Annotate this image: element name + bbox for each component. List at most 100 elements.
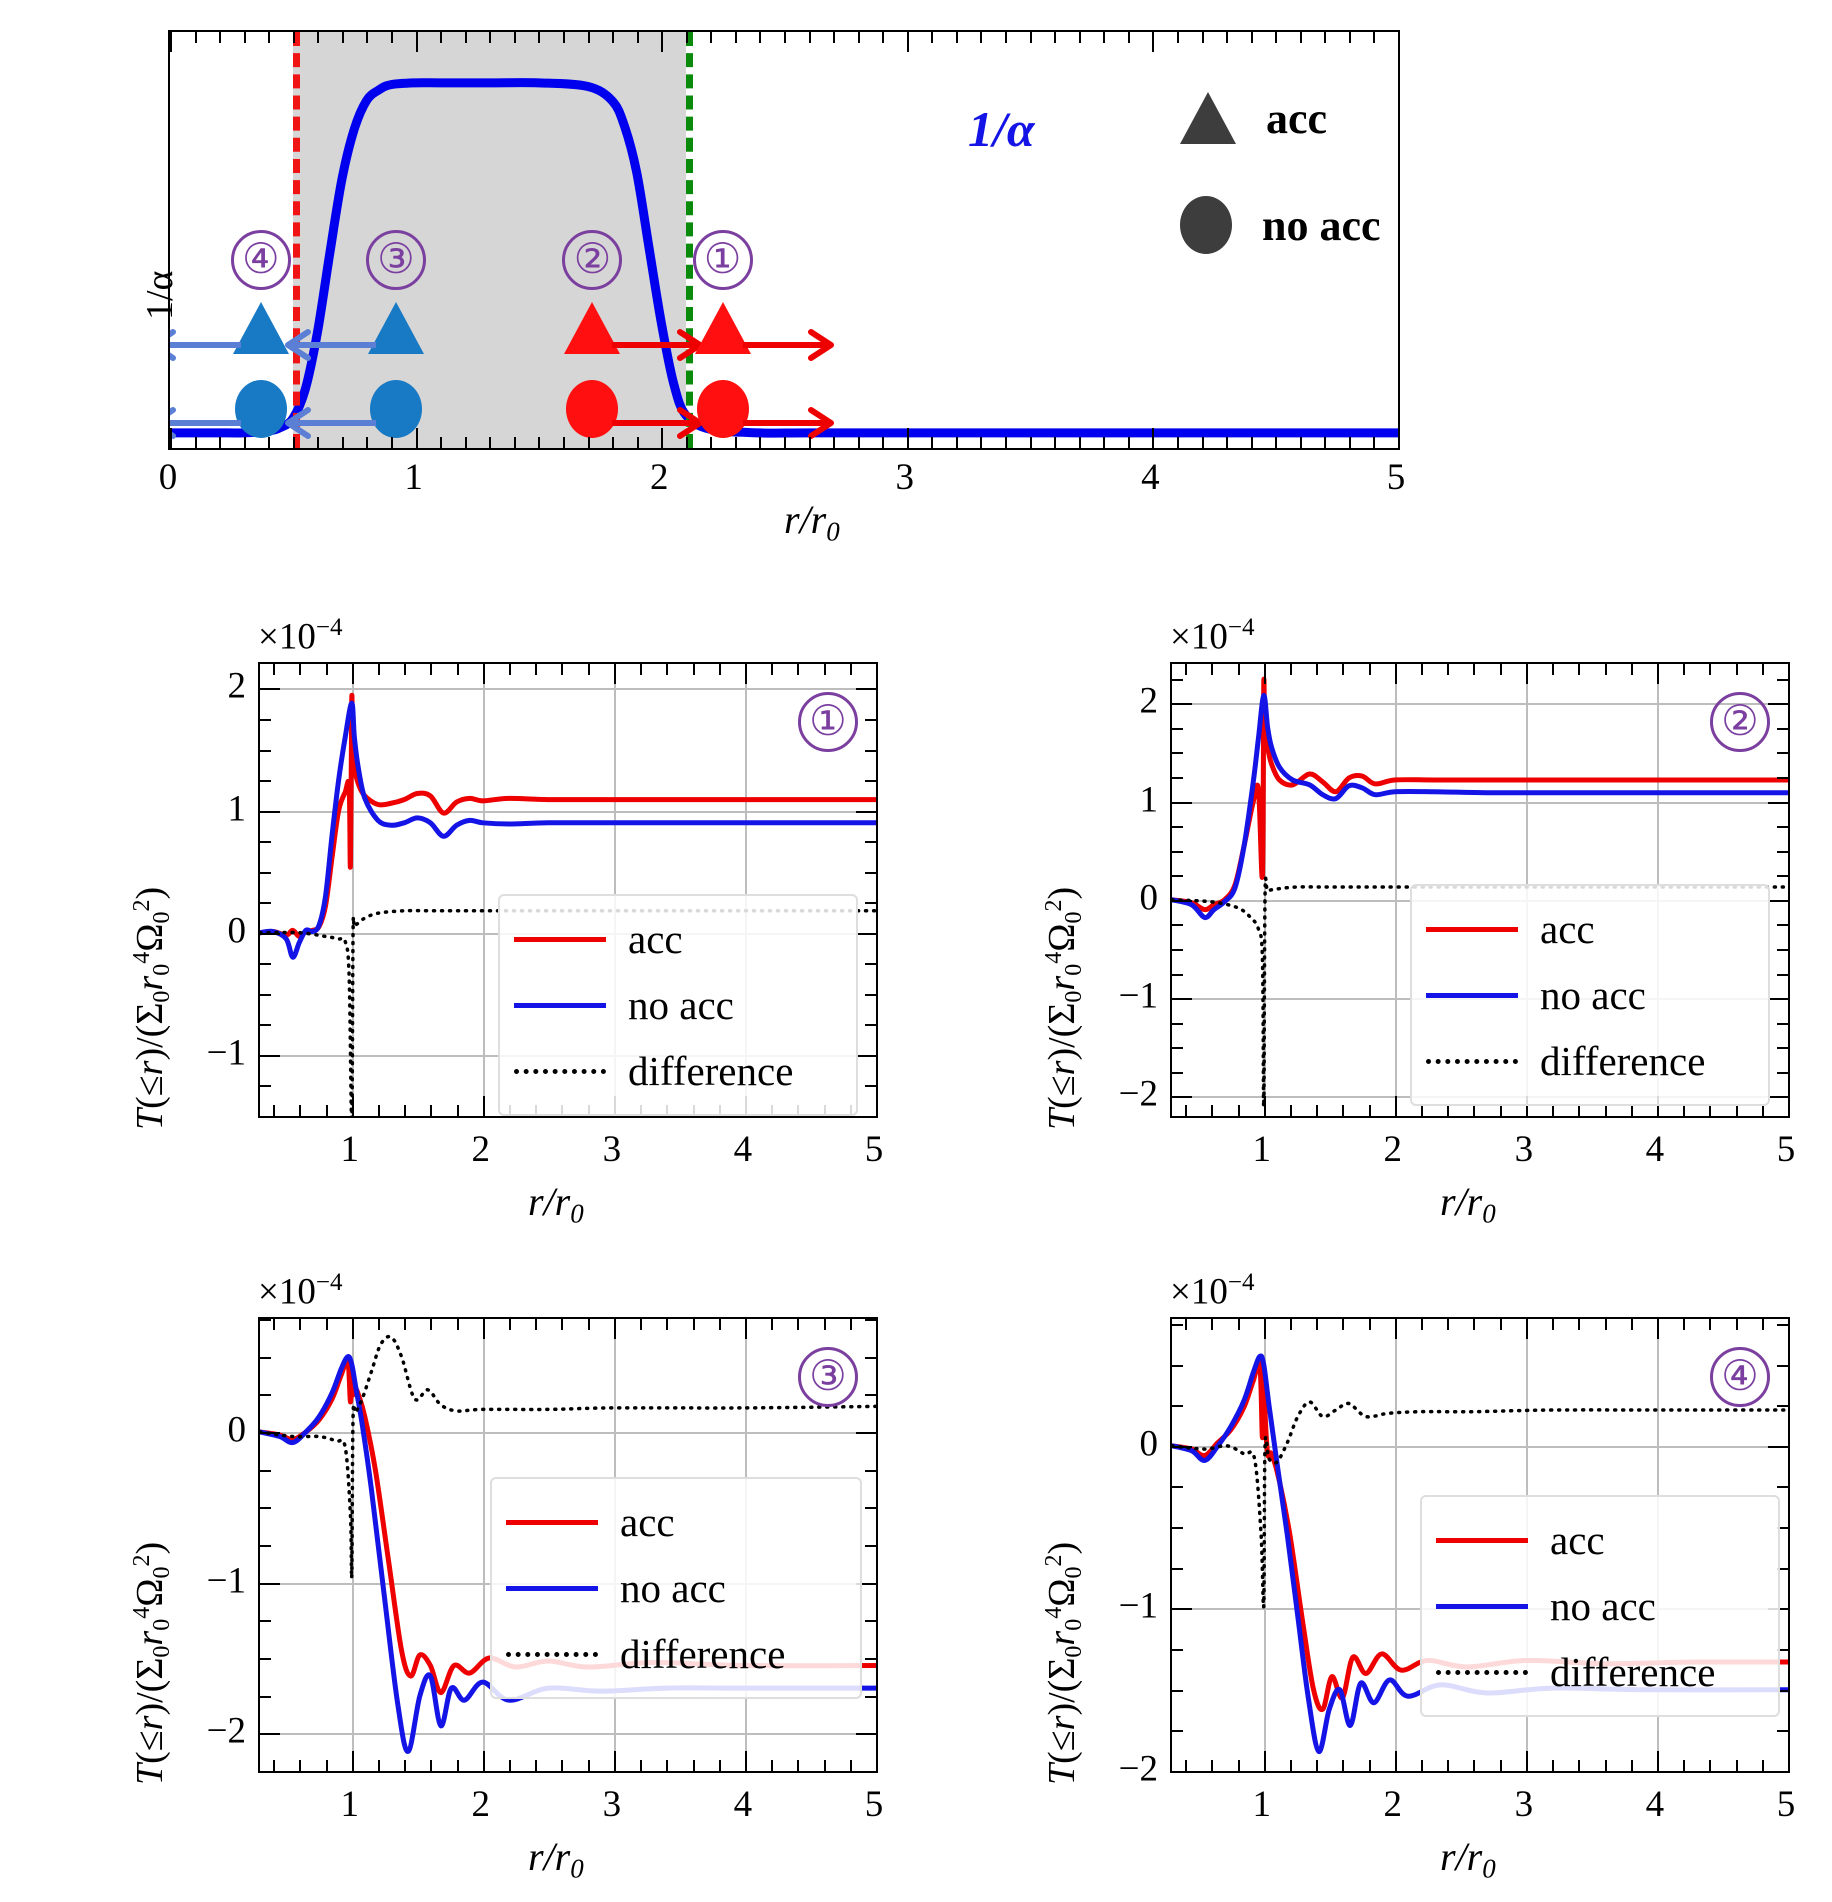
legend-label-acc: acc [628, 916, 683, 962]
axis-tick [509, 1760, 512, 1771]
subpanel-2-index-badge: ② [1710, 692, 1770, 752]
top-panel-tick [292, 437, 295, 448]
outer-boundary-line [685, 32, 693, 448]
subpanel-2-x-tick-label: 3 [1514, 1129, 1534, 1170]
axis-tick [1447, 664, 1450, 675]
axis-tick [1185, 1105, 1188, 1116]
axis-tick [1394, 664, 1397, 684]
subpanel-3-x-axis-title-text: r/r [528, 1834, 571, 1879]
axis-tick [865, 1085, 876, 1088]
axis-tick [1777, 678, 1788, 681]
axis-tick [1735, 664, 1738, 675]
axis-tick [1447, 1319, 1450, 1330]
subpanel-1-x-tick-label: 3 [602, 1129, 622, 1170]
axis-tick [1211, 1105, 1214, 1116]
gridline-horizontal [260, 810, 876, 813]
axis-tick [1656, 664, 1659, 684]
axis-tick [1263, 1751, 1266, 1771]
top-panel-tick [464, 32, 467, 43]
top-panel-tick [366, 437, 369, 448]
axis-tick [1368, 1760, 1371, 1771]
top-panel-tick [882, 437, 885, 448]
axis-tick [456, 1319, 459, 1330]
subpanel-2-x-tick-label: 5 [1776, 1129, 1796, 1170]
axis-tick [1683, 1760, 1686, 1771]
axis-tick [1211, 664, 1214, 675]
subpanel-2-x-axis-title-sub: 0 [1482, 1198, 1496, 1229]
legend-label-no-acc: no acc [620, 1565, 726, 1611]
subpanel-1-exponent-sup: −4 [315, 614, 343, 641]
triangle-icon [1180, 92, 1236, 144]
subpanel-3-exponent: ×10−4 [258, 1269, 342, 1313]
top-panel-tick [1373, 32, 1376, 43]
axis-tick [430, 1105, 433, 1116]
axis-tick [865, 780, 876, 783]
axis-tick [535, 1760, 538, 1771]
axis-tick [856, 1733, 876, 1736]
top-panel-tick [366, 32, 369, 43]
axis-tick [1172, 1608, 1192, 1611]
axis-tick [1777, 973, 1788, 976]
top-panel-x-tick-label: 2 [649, 457, 669, 498]
axis-tick [692, 1319, 695, 1330]
top-panel-tick [1324, 437, 1327, 448]
legend-label-no-acc: no acc [1550, 1583, 1656, 1629]
legend-no-acc-label: no acc [1262, 200, 1381, 250]
subpanel-1-exponent: ×10−4 [258, 614, 342, 658]
legend-swatch-acc [1426, 926, 1518, 932]
axis-tick [273, 1760, 276, 1771]
top-panel-tick [1299, 32, 1302, 43]
gridline-vertical [876, 664, 878, 1116]
subpanel-3-y-tick-label: −1 [206, 1560, 246, 1602]
top-panel-tick [1324, 32, 1327, 43]
top-panel-x-axis-title: r/r0 [784, 496, 840, 548]
top-panel-tick [759, 437, 762, 448]
legend-swatch-difference [1436, 1669, 1528, 1675]
axis-tick [1656, 1319, 1659, 1339]
axis-tick [1768, 899, 1788, 902]
axis-tick [1172, 1096, 1192, 1099]
legend-acc-label: acc [1266, 93, 1328, 143]
top-panel-tick [882, 32, 885, 43]
subpanel-1-x-tick-label: 5 [864, 1129, 884, 1170]
axis-tick [260, 993, 271, 996]
axis-tick [260, 1771, 271, 1773]
legend-label-acc: acc [1540, 906, 1595, 952]
axis-tick [325, 664, 328, 675]
axis-tick [1777, 1730, 1788, 1733]
axis-tick [1289, 1105, 1292, 1116]
top-panel-tick [685, 32, 688, 43]
axis-tick [865, 902, 876, 905]
legend-label-difference: difference [628, 1048, 794, 1094]
legend-row: acc [514, 906, 836, 972]
axis-tick [325, 1105, 328, 1116]
axis-tick [1499, 1760, 1502, 1771]
triangle-icon [367, 302, 424, 354]
axis-tick [1777, 1567, 1788, 1570]
axis-tick [1473, 1319, 1476, 1330]
subpanel-1-y-axis-title: T(≤r)/(Σ0r04Ω02) [128, 886, 176, 1130]
axis-tick [613, 664, 616, 684]
axis-tick [325, 1760, 328, 1771]
axis-tick [1172, 1486, 1183, 1489]
subpanel-4-index-badge: ④ [1710, 1347, 1770, 1407]
axis-tick [865, 1695, 876, 1698]
axis-tick [482, 664, 485, 684]
axis-tick [1630, 1105, 1633, 1116]
gridline-vertical [482, 1319, 485, 1771]
axis-tick [1768, 998, 1788, 1001]
subpanel-3: ×10−4 ③ T(≤r)/(Σ0r04Ω02) r/r0 1 2 3 4 5 0 −1 −2… [0, 1255, 900, 1902]
axis-tick [1172, 1567, 1183, 1570]
legend-swatch-no-acc [1436, 1603, 1528, 1609]
axis-tick [849, 664, 852, 675]
subpanel-2-x-axis-title: r/r0 [1440, 1178, 1496, 1230]
top-panel-tick [1152, 32, 1155, 52]
axis-tick [1552, 1319, 1555, 1330]
legend-swatch-no-acc [1426, 992, 1518, 998]
axis-tick [1683, 664, 1686, 675]
subpanel-4-x-tick-label: 3 [1514, 1784, 1534, 1825]
circle-icon [1180, 196, 1232, 254]
top-panel-tick [661, 428, 664, 448]
subpanel-4-exponent-base: ×10 [1170, 1271, 1228, 1313]
top-panel-tick [317, 437, 320, 448]
